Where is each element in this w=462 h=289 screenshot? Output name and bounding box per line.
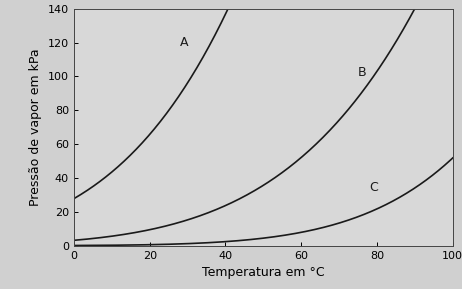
X-axis label: Temperatura em °C: Temperatura em °C — [202, 266, 325, 279]
Y-axis label: Pressão de vapor em kPa: Pressão de vapor em kPa — [30, 48, 43, 206]
Text: A: A — [180, 36, 188, 49]
Text: C: C — [370, 181, 378, 194]
Text: B: B — [358, 66, 367, 79]
